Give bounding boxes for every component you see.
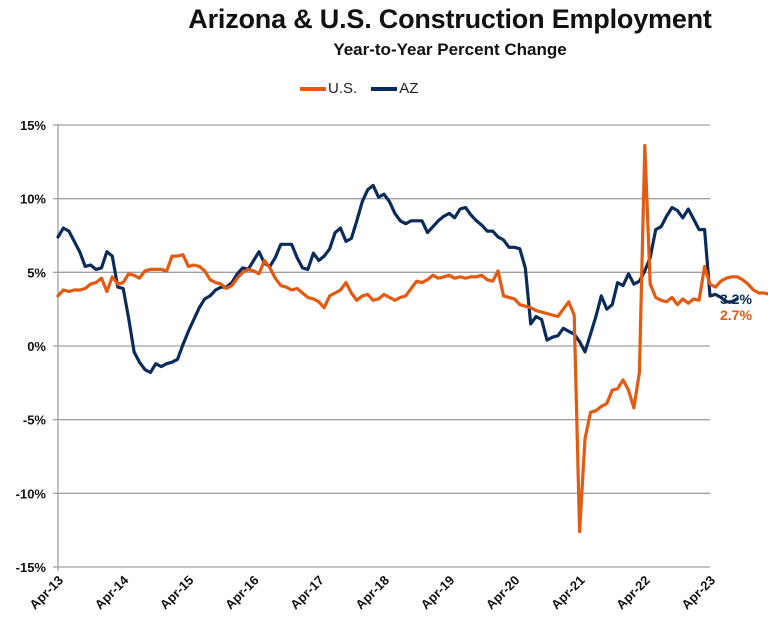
legend: U.S. AZ: [300, 80, 432, 97]
chart-title: Arizona & U.S. Construction Employment: [188, 4, 712, 34]
legend-label-az: AZ: [399, 80, 419, 97]
y-tick-label: 0%: [27, 339, 46, 354]
y-tick-label: 5%: [27, 265, 46, 280]
x-tick-label: Apr-13: [26, 573, 66, 613]
y-tick-label: 10%: [20, 192, 46, 207]
x-tick-label: Apr-21: [548, 573, 588, 613]
end-label-us: 2.7%: [720, 307, 752, 323]
legend-label-us: U.S.: [328, 80, 358, 97]
y-tick-label: 15%: [20, 118, 46, 133]
y-tick-label: -10%: [16, 486, 47, 501]
x-tick-label: Apr-20: [483, 573, 523, 613]
series-line-us: [56, 144, 768, 534]
legend-swatch-us: [300, 86, 326, 91]
x-tick-label: Apr-22: [613, 573, 653, 613]
x-tick-label: Apr-18: [352, 573, 392, 613]
legend-item-az: AZ: [371, 80, 418, 97]
x-tick-label: Apr-17: [287, 573, 327, 613]
end-label-az: 3.2%: [720, 291, 752, 307]
y-tick-label: -15%: [16, 560, 47, 575]
legend-swatch-az: [371, 86, 398, 91]
x-tick-label: Apr-19: [418, 573, 458, 613]
series-line-az: [56, 183, 739, 375]
legend-item-us: U.S.: [300, 80, 357, 97]
x-tick-label: Apr-14: [92, 572, 132, 612]
x-tick-label: Apr-16: [222, 573, 262, 613]
chart-subtitle: Year-to-Year Percent Change: [333, 40, 567, 59]
y-tick-label: -5%: [23, 413, 47, 428]
x-tick-label: Apr-15: [157, 573, 197, 613]
x-tick-label: Apr-23: [678, 573, 718, 613]
